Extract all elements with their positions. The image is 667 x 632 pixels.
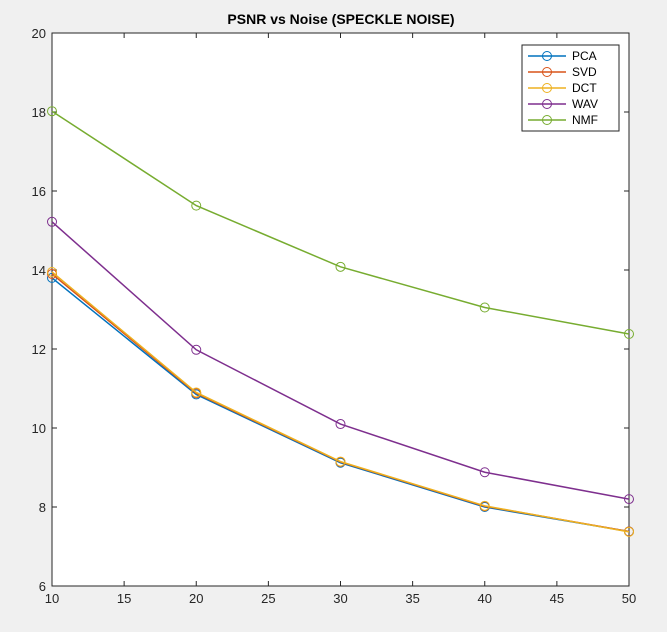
y-tick-label: 16: [32, 184, 46, 199]
y-tick-label: 14: [32, 263, 46, 278]
legend-item-dct: DCT: [528, 81, 597, 95]
chart-title: PSNR vs Noise (SPECKLE NOISE): [227, 11, 454, 27]
legend-item-wav: WAV: [528, 97, 598, 111]
data-point: [335, 456, 346, 467]
data-point: [479, 467, 490, 478]
x-tick-label: 10: [45, 591, 59, 606]
data-point: [335, 261, 346, 272]
data-point: [191, 387, 202, 398]
legend-marker: [542, 115, 552, 125]
legend-item-nmf: NMF: [528, 113, 598, 127]
series-line: [51, 221, 630, 500]
x-tick-label: 30: [333, 591, 347, 606]
legend-label: DCT: [572, 81, 597, 95]
x-tick-label: 40: [478, 591, 492, 606]
legend-label: NMF: [572, 113, 598, 127]
y-tick-label: 10: [32, 421, 46, 436]
data-point: [47, 266, 57, 277]
x-tick-label: 25: [261, 591, 275, 606]
legend-marker: [542, 99, 552, 109]
y-tick-label: 18: [32, 105, 46, 120]
y-tick-label: 12: [32, 342, 46, 357]
data-point: [624, 328, 634, 339]
legend-label: PCA: [572, 49, 597, 63]
series-nmf: [47, 106, 634, 339]
legend-marker: [542, 83, 552, 93]
series-line: [51, 271, 630, 533]
data-point: [191, 344, 202, 355]
legend-item-pca: PCA: [528, 49, 597, 63]
legend-marker: [542, 67, 552, 77]
y-tick-label: 6: [39, 579, 46, 594]
series-line: [51, 110, 630, 335]
x-tick-label: 15: [117, 591, 131, 606]
y-tick-label: 20: [32, 26, 46, 41]
data-point: [624, 494, 634, 505]
data-point: [47, 106, 57, 117]
data-point: [479, 302, 490, 313]
x-tick-label: 35: [405, 591, 419, 606]
data-point: [624, 526, 634, 537]
legend-label: SVD: [572, 65, 597, 79]
series-dct: [47, 266, 634, 537]
x-tick-label: 50: [622, 591, 636, 606]
x-tick-label: 20: [189, 591, 203, 606]
data-point: [47, 216, 57, 227]
x-tick-label: 45: [550, 591, 564, 606]
data-point: [191, 200, 202, 211]
series-wav: [47, 216, 634, 505]
data-point: [335, 419, 346, 430]
legend-marker: [542, 51, 552, 61]
data-point: [479, 500, 490, 511]
legend-label: WAV: [572, 97, 598, 111]
legend-item-svd: SVD: [528, 65, 597, 79]
y-tick-label: 8: [39, 500, 46, 515]
